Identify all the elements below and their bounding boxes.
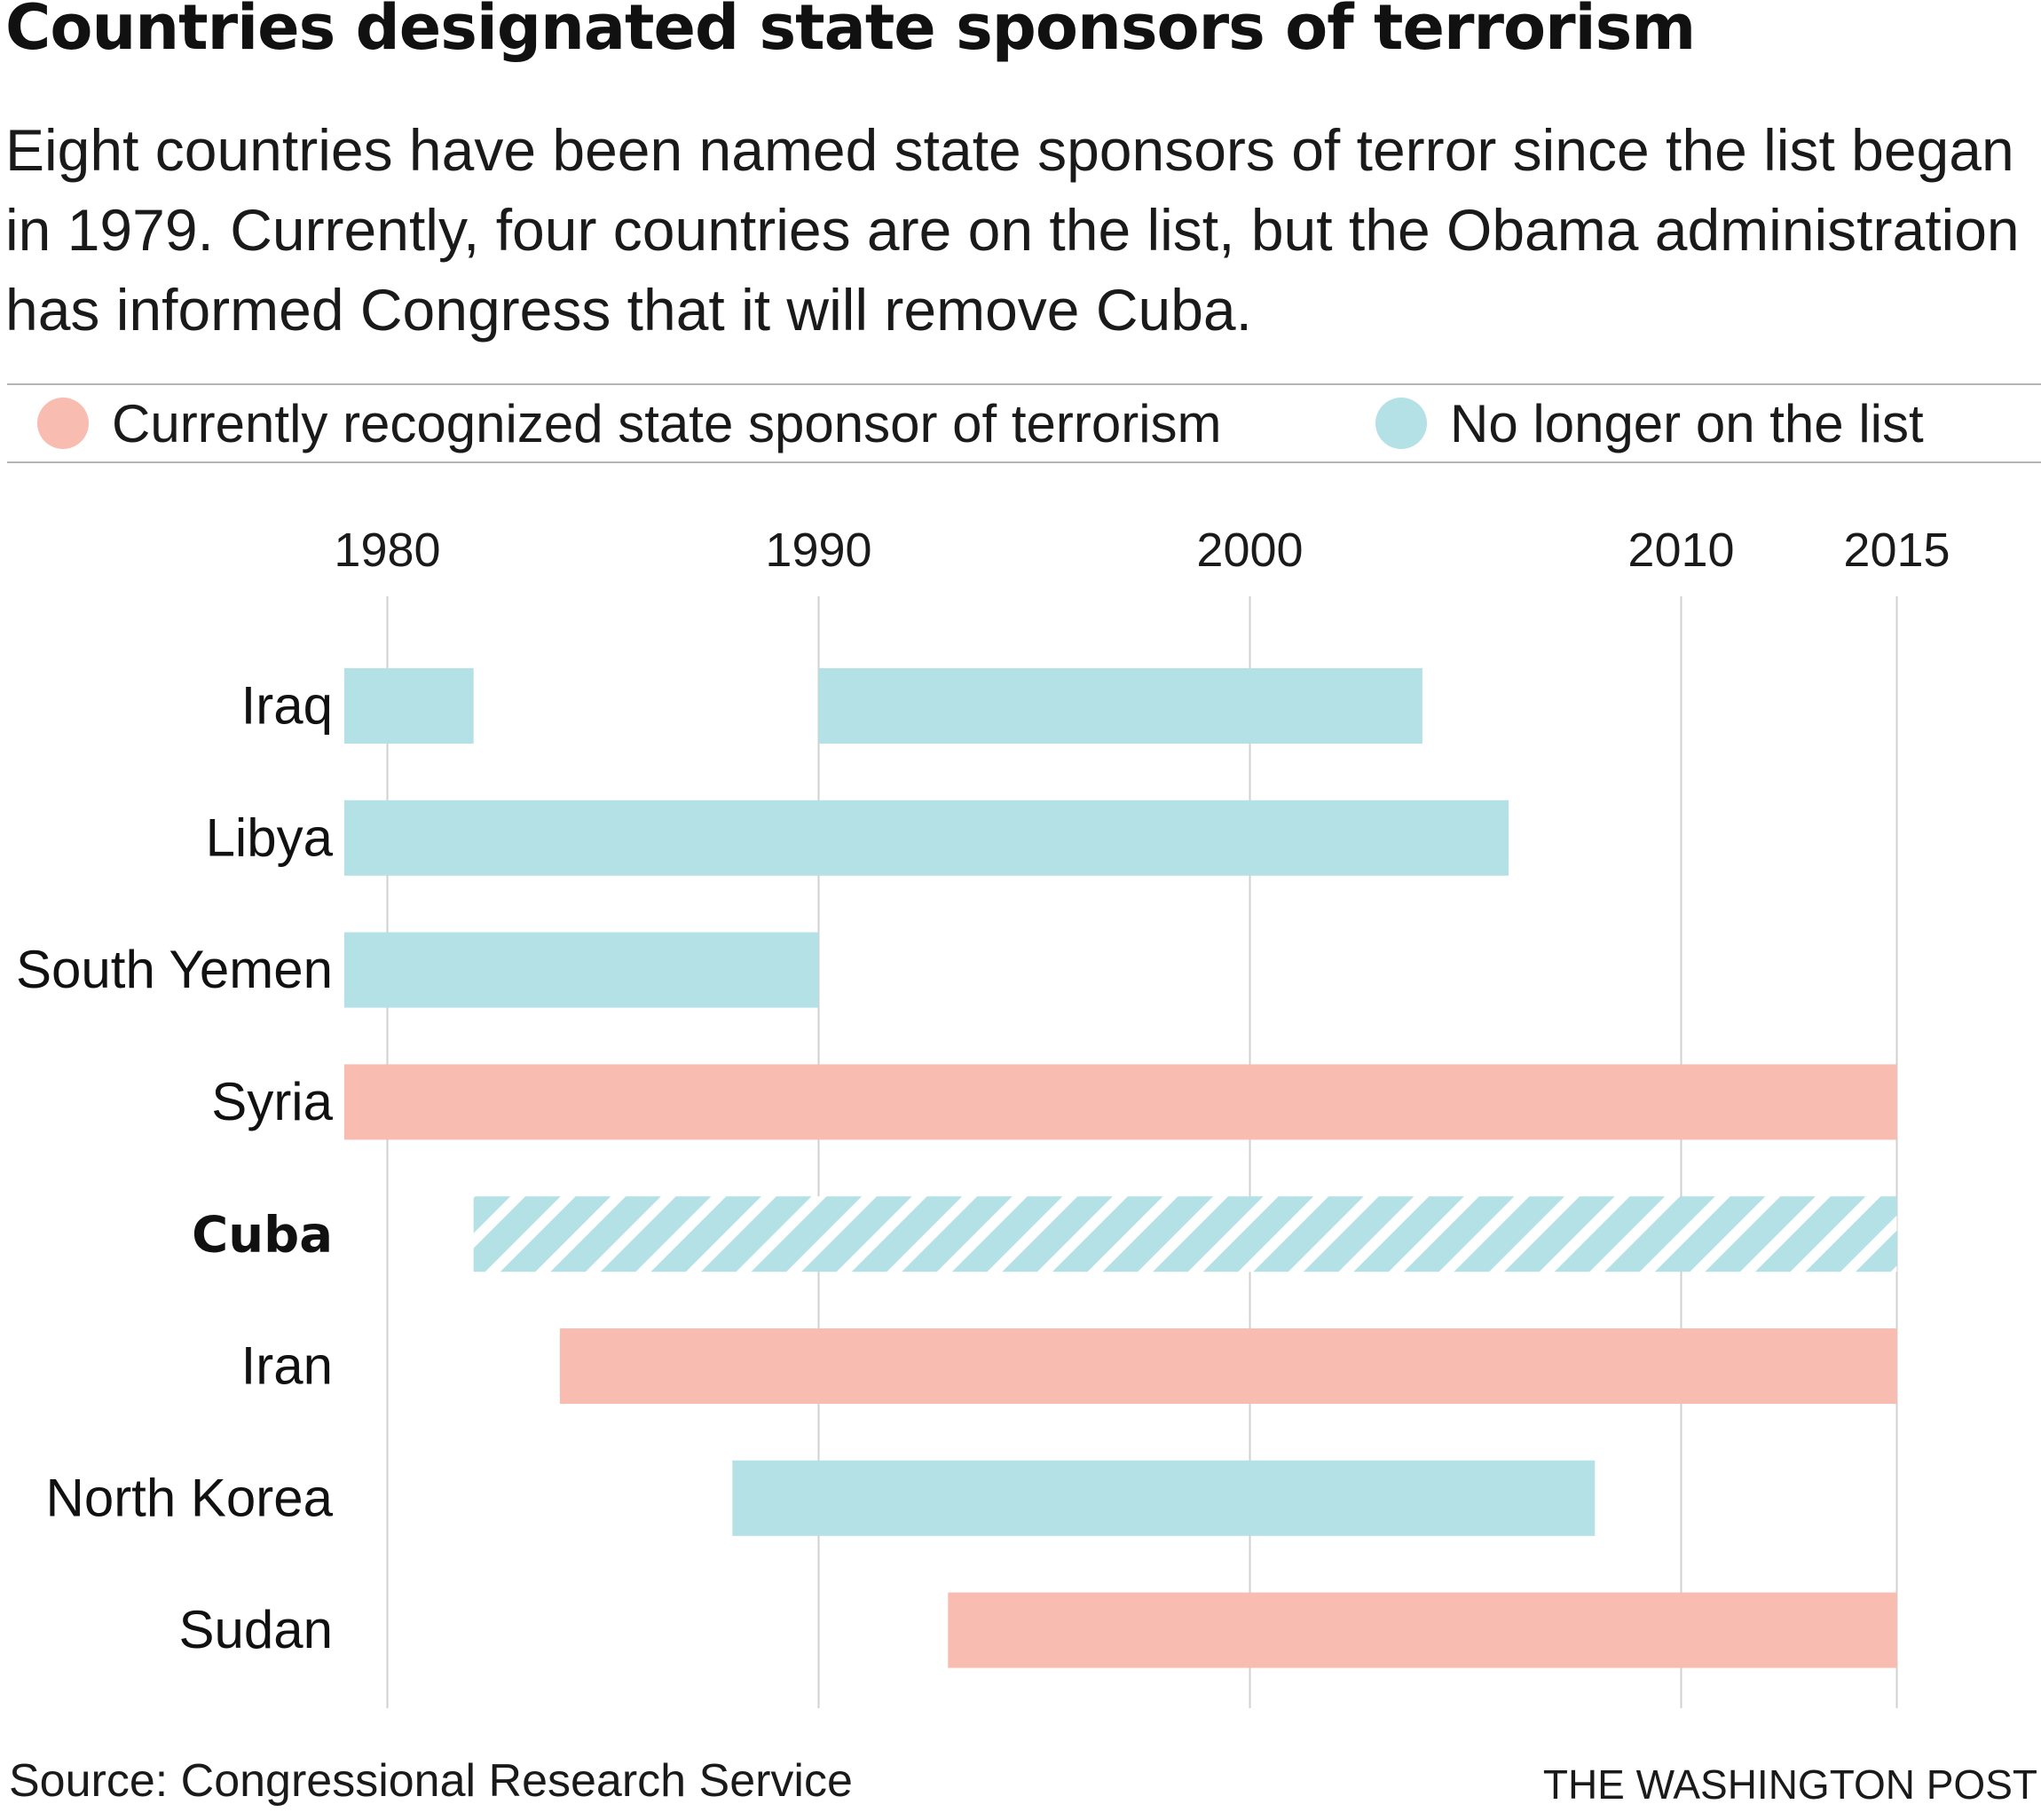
bar-iraq-0 <box>343 668 474 744</box>
chart-title: Countries designated state sponsors of t… <box>5 0 1696 64</box>
x-tick-label: 1980 <box>334 524 440 577</box>
legend-label-current: Currently recognized state sponsor of te… <box>112 393 1222 453</box>
legend-swatch-current <box>37 398 89 449</box>
bar-iran-0 <box>559 1328 1897 1404</box>
publisher-credit: THE WASHINGTON POST <box>1542 1761 2037 1808</box>
legend: Currently recognized state sponsor of te… <box>0 387 2041 460</box>
grid-lines <box>386 596 1898 1708</box>
x-tick-label: 2010 <box>1627 524 1734 577</box>
bar-sudan-0 <box>948 1592 1897 1668</box>
legend-swatch-removed <box>1375 398 1427 449</box>
x-tick-label: 1990 <box>765 524 871 577</box>
x-tick-label: 2000 <box>1196 524 1303 577</box>
country-label: South Yemen <box>16 940 333 999</box>
legend-bottom-divider <box>7 461 2041 463</box>
bars <box>343 668 1897 1668</box>
country-label: Sudan <box>179 1600 334 1659</box>
x-tick-label: 2015 <box>1843 524 1950 577</box>
legend-top-divider <box>7 383 2041 385</box>
legend-label-removed: No longer on the list <box>1450 393 1924 453</box>
country-label: Iran <box>241 1336 333 1396</box>
country-labels: Iraq Libya South Yemen Syria Cuba Iran North K… <box>16 676 334 1660</box>
chart-subtitle: Eight countries have been named state sp… <box>5 117 2020 343</box>
bar-iraq-1 <box>818 668 1422 744</box>
source-note: Source: Congressional Research Service <box>9 1755 853 1807</box>
bar-libya-0 <box>343 800 1509 876</box>
legend-item-current: Currently recognized state sponsor of te… <box>37 387 1222 460</box>
bar-syria-0 <box>343 1064 1897 1140</box>
bar-cuba-0 <box>473 1196 1897 1272</box>
x-axis-ticks: 1980 1990 2000 2010 2015 <box>334 524 1950 577</box>
country-label: North Korea <box>46 1468 334 1527</box>
country-label: Syria <box>211 1072 333 1131</box>
legend-item-removed: No longer on the list <box>1375 387 1924 460</box>
country-label: Cuba <box>192 1207 333 1265</box>
country-label: Iraq <box>241 676 333 736</box>
bar-north-korea-0 <box>732 1460 1596 1536</box>
bar-south-yemen-0 <box>343 932 819 1008</box>
country-label: Libya <box>206 808 334 867</box>
